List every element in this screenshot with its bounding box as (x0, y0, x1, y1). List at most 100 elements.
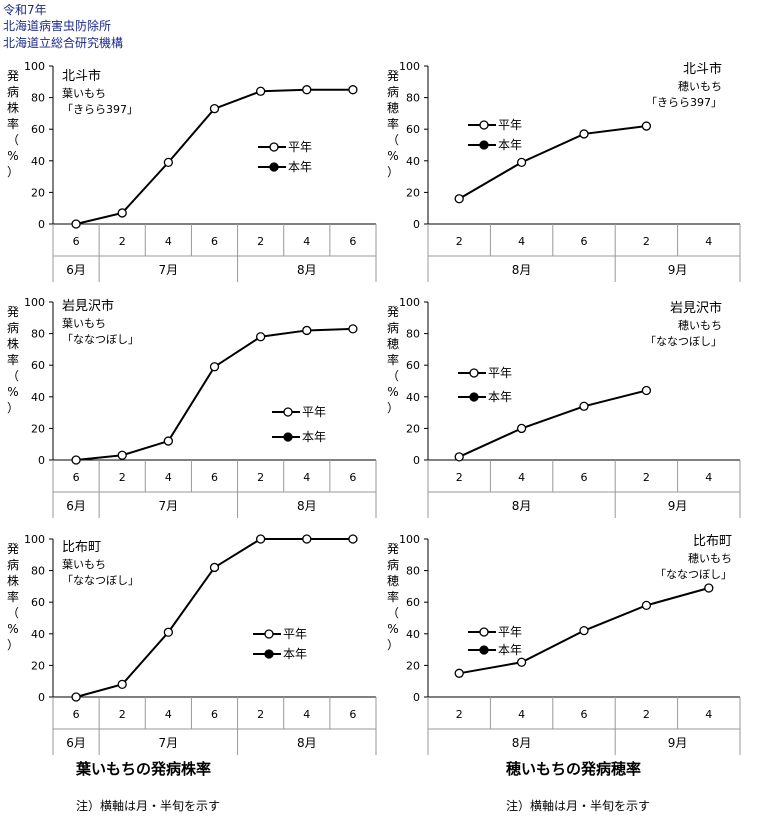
data-point (454, 452, 464, 462)
y-tick-label: 80 (406, 565, 420, 578)
month-label: 6月 (66, 736, 86, 750)
month-label: 7月 (159, 263, 179, 277)
y-tick-label: 100 (24, 296, 45, 309)
data-point (71, 219, 81, 229)
legend-label: 平年 (302, 405, 326, 419)
y-axis-label: 発病株率（%） (7, 69, 19, 179)
legend-marker (264, 629, 274, 639)
legend-label: 本年 (498, 138, 522, 152)
y-tick-label: 80 (406, 328, 420, 341)
chart-iwamizawa-leaf: 0 20 40 60 80 100 発病株率（%） 6 2 4 6 2 4 6 6月 7月 8月 平年 本年 岩見沢市… (0, 296, 380, 518)
legend-label: 本年 (488, 390, 512, 404)
legend-marker (479, 645, 489, 655)
chart-iwamizawa-panicle: 0 20 40 60 80 100 発病穂率（%） 2 4 6 2 4 8月 9月 平年 本年 岩見沢市 穂いもち… (380, 296, 758, 518)
y-tick-label: 0 (38, 454, 45, 467)
series-line-normal-year (458, 389, 647, 458)
data-point (255, 534, 266, 544)
x-tick-label: 4 (705, 708, 712, 721)
legend-marker (283, 432, 293, 442)
y-axis-label: 発病穂率（%） (387, 542, 399, 652)
data-point (579, 129, 589, 139)
data-point (348, 534, 358, 544)
y-tick-label: 60 (31, 596, 45, 609)
data-point (209, 104, 220, 114)
kind-label: 穂いもち (688, 551, 732, 565)
month-label: 8月 (297, 263, 317, 277)
y-axis-label: 発病株率（%） (7, 305, 19, 415)
x-tick-label: 2 (643, 235, 650, 248)
month-label: 9月 (668, 263, 688, 277)
legend-label: 本年 (288, 160, 312, 174)
x-tick-label: 2 (456, 235, 463, 248)
kind-label: 葉いもち (62, 316, 106, 330)
legend-marker (469, 392, 479, 402)
data-point (579, 625, 589, 636)
y-tick-label: 100 (399, 533, 420, 546)
y-tick-label: 100 (399, 296, 420, 309)
x-tick-label: 6 (73, 708, 80, 721)
series-line-normal-year (458, 125, 647, 200)
series-line-normal-year (75, 538, 353, 698)
month-label: 9月 (668, 736, 688, 750)
x-tick-label: 4 (165, 708, 172, 721)
month-label: 8月 (297, 499, 317, 513)
month-label: 8月 (512, 263, 532, 277)
x-tick-label: 6 (73, 471, 80, 484)
x-tick-label: 4 (165, 235, 172, 248)
y-tick-label: 100 (24, 533, 45, 546)
x-tick-label: 6 (581, 708, 588, 721)
data-point (117, 450, 127, 460)
month-label: 8月 (512, 499, 532, 513)
legend-marker (283, 407, 293, 417)
chart-hokuto-panicle: 0 20 40 60 80 100 発病穂率（%） 2 4 6 2 4 8月 9月 平年 本年 北斗市 穂いもち「… (380, 60, 758, 282)
data-point (302, 85, 312, 95)
variety-label: 「ななつぼし」 (62, 333, 139, 346)
y-tick-label: 80 (31, 92, 45, 105)
y-tick-label: 0 (413, 218, 420, 231)
x-tick-label: 4 (518, 708, 525, 721)
data-point (641, 600, 652, 611)
legend-marker (469, 368, 479, 378)
y-tick-label: 40 (31, 391, 45, 404)
y-tick-label: 20 (406, 186, 420, 199)
data-point (348, 85, 358, 95)
legend-marker (269, 162, 279, 172)
y-axis-label: 発病穂率（%） (387, 305, 399, 415)
legend-marker (264, 649, 274, 659)
month-label: 6月 (66, 263, 86, 277)
y-tick-label: 100 (24, 60, 45, 73)
x-tick-label: 2 (257, 235, 264, 248)
variety-label: 「きらら397」 (646, 96, 722, 109)
y-tick-label: 20 (406, 659, 420, 672)
legend-label: 平年 (488, 366, 512, 380)
data-point (454, 194, 464, 204)
data-point (641, 385, 652, 396)
month-label: 6月 (66, 499, 86, 513)
data-point (209, 562, 220, 573)
legend-label: 平年 (288, 140, 312, 154)
y-tick-label: 40 (406, 155, 420, 168)
x-tick-label: 4 (303, 235, 310, 248)
chart-hokuto-leaf: 0 20 40 60 80 100 発病株率（%） 6 2 4 6 2 4 6 6月 7月 8月 平年 本年 北斗市葉… (0, 60, 380, 282)
location-label: 比布町 (693, 534, 732, 549)
note-left: 注）横軸は月・半旬を示す (76, 799, 221, 813)
y-tick-label: 40 (406, 391, 420, 404)
x-tick-label: 6 (73, 235, 80, 248)
variety-label: 「ななつぼし」 (645, 335, 722, 348)
x-tick-label: 6 (211, 471, 218, 484)
y-tick-label: 60 (406, 359, 420, 372)
data-point (209, 362, 220, 372)
data-point (163, 436, 174, 446)
note-right: 注）横軸は月・半旬を示す (506, 799, 651, 813)
x-tick-label: 2 (119, 708, 126, 721)
y-tick-label: 60 (406, 596, 420, 609)
legend-label: 本年 (283, 647, 307, 661)
data-point (641, 121, 652, 131)
data-point (302, 534, 312, 544)
header-year: 令和7年 (3, 3, 47, 17)
x-tick-label: 2 (643, 708, 650, 721)
header-org-1: 北海道病害虫防除所 (3, 19, 112, 33)
legend-label: 平年 (498, 625, 522, 639)
